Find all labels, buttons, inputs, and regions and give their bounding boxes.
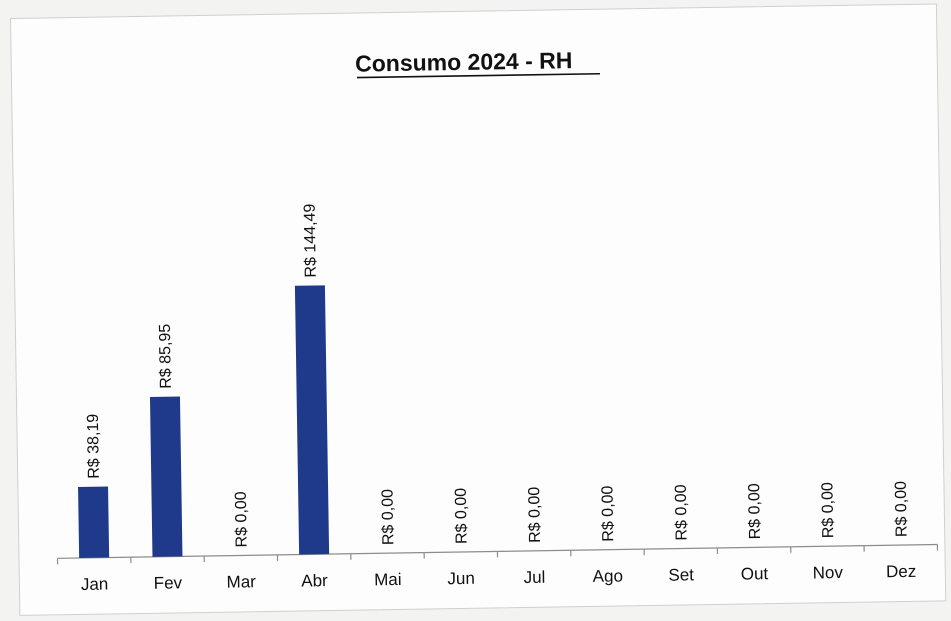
data-label-fev: R$ 85,95 [157,324,175,389]
data-label-dez: R$ 0,00 [893,481,911,537]
x-tick-label-jun: Jun [447,569,475,588]
chart-title: Consumo 2024 - RH [355,47,573,76]
x-tick-label-nov: Nov [813,563,844,582]
x-tick-label-mai: Mai [374,570,402,589]
data-label-jan: R$ 38,19 [85,414,103,479]
data-label-jul: R$ 0,00 [526,487,544,543]
data-label-mai: R$ 0,00 [379,489,397,545]
x-tick-label-out: Out [741,564,769,583]
data-label-out: R$ 0,00 [746,483,764,539]
data-label-abr: R$ 144,49 [302,203,320,277]
x-tick-label-jul: Jul [524,568,546,587]
x-tick-label-ago: Ago [593,566,624,585]
bar-chart: Consumo 2024 - RH R$ 38,19 Jan R$ 85,95 Fev… [56,47,939,594]
x-tick-label-set: Set [668,565,694,584]
x-tick-label-jan: Jan [81,575,109,594]
data-label-nov: R$ 0,00 [819,482,837,538]
data-label-mar: R$ 0,00 [233,491,251,547]
chart-frame: Consumo 2024 - RH R$ 38,19 Jan R$ 85,95 Fev… [10,3,947,616]
x-tick-label-dez: Dez [886,562,917,581]
data-label-jun: R$ 0,00 [453,488,471,544]
chart-title-underline [356,72,600,79]
plot-area: R$ 38,19 Jan R$ 85,95 Fev R$ 0,00 Mar R$ 144,4… [56,203,939,594]
bar-abr [294,285,330,555]
data-label-set: R$ 0,00 [673,484,691,540]
x-tick-label-fev: Fev [154,573,183,592]
x-tick-label-mar: Mar [226,572,256,591]
bar-jan [78,486,110,558]
bar-fev [149,396,183,557]
x-tick-label-abr: Abr [301,571,328,590]
data-label-ago: R$ 0,00 [599,485,617,541]
